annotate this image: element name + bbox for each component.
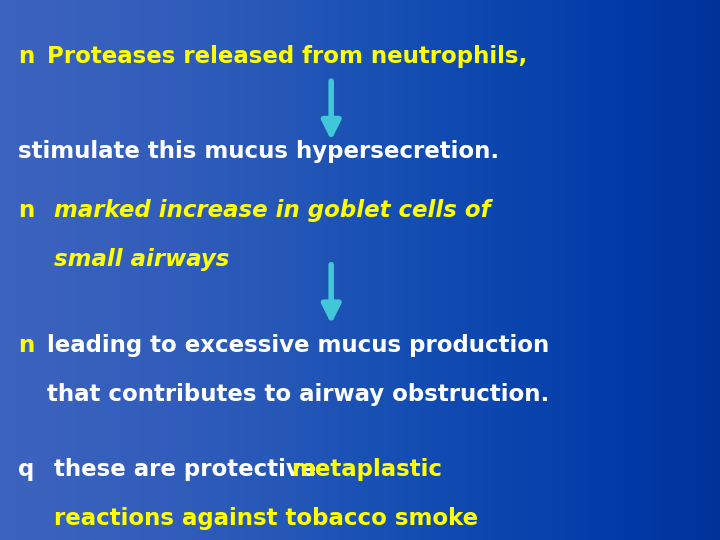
Text: these are protective: these are protective [54,458,324,481]
Text: n: n [18,45,35,68]
Text: that contributes to airway obstruction.: that contributes to airway obstruction. [47,383,549,406]
Text: small airways: small airways [54,248,230,271]
Text: leading to excessive mucus production: leading to excessive mucus production [47,334,549,357]
Text: reactions against tobacco smoke: reactions against tobacco smoke [54,507,478,530]
Text: q: q [18,458,35,481]
Text: marked increase in goblet cells of: marked increase in goblet cells of [54,199,490,222]
Text: n: n [18,334,35,357]
Text: metaplastic: metaplastic [291,458,442,481]
Text: n: n [18,199,35,222]
Text: Proteases released from neutrophils,: Proteases released from neutrophils, [47,45,527,68]
Text: stimulate this mucus hypersecretion.: stimulate this mucus hypersecretion. [18,140,499,163]
